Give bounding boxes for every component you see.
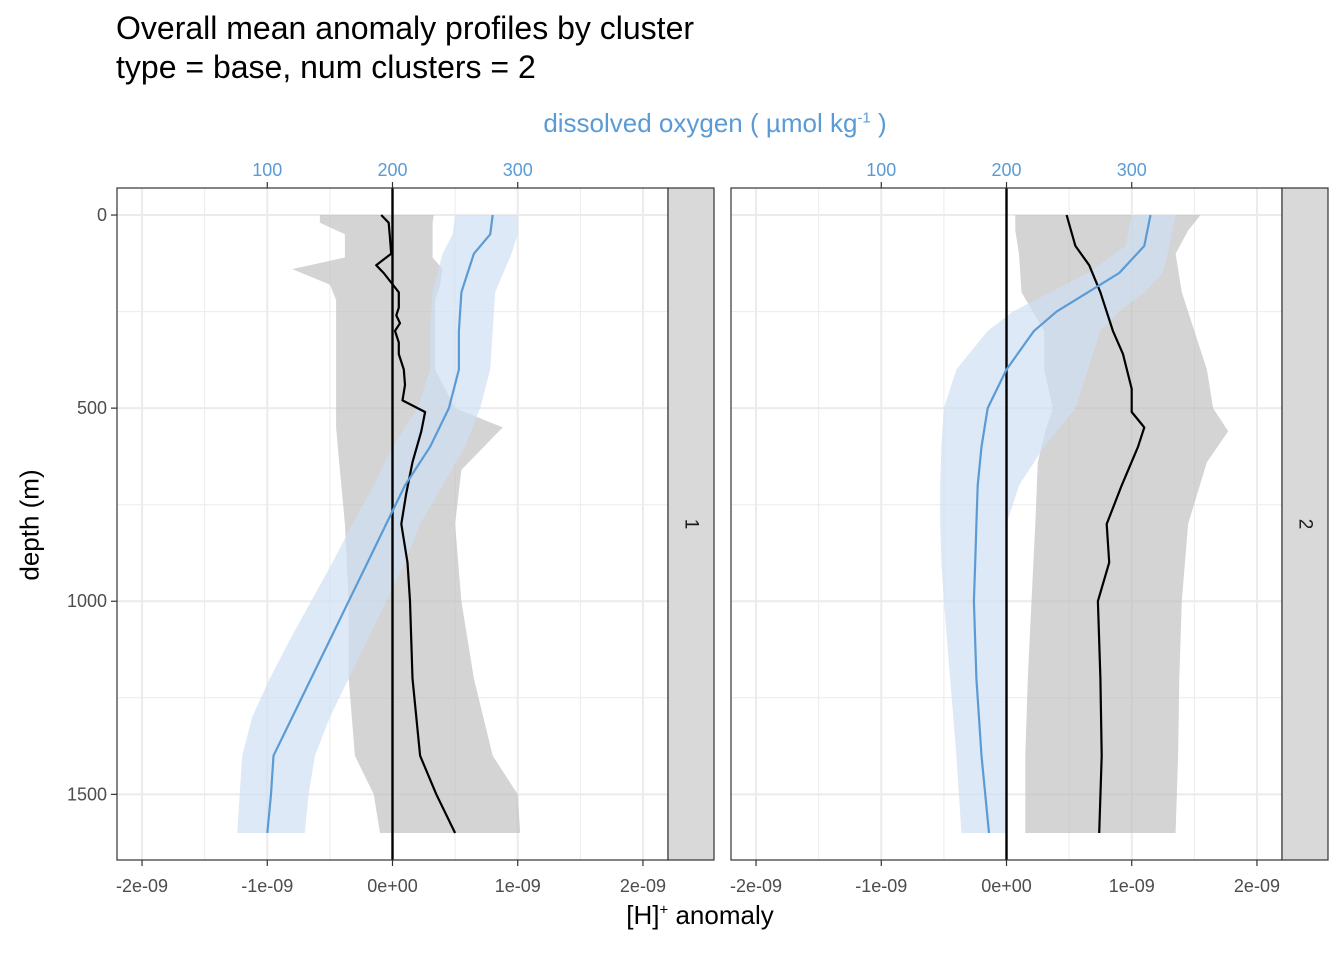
facet-strip (667, 187, 715, 861)
facet-strip-label: 1 (681, 519, 702, 530)
top-tick-label: 300 (1117, 160, 1147, 180)
x-tick-label: 0e+00 (367, 876, 418, 896)
oxygen-mean-line (266, 214, 494, 834)
x-axis-label: [H]+ anomaly (626, 900, 774, 930)
x-tick-label: 2e-09 (620, 876, 666, 896)
top-tick-label: 100 (866, 160, 896, 180)
h-anomaly-mean-line (375, 214, 457, 834)
oxygen-mean-line (972, 214, 1152, 834)
x-tick-label: -2e-09 (730, 876, 782, 896)
facet-strip (1281, 187, 1329, 861)
h-anomaly-mean-line (1065, 214, 1146, 834)
chart-title: Overall mean anomaly profiles by cluster (116, 10, 695, 46)
x-tick-label: -2e-09 (116, 876, 168, 896)
top-tick-label: 300 (503, 160, 533, 180)
oxygen-ribbon (940, 215, 1176, 833)
x-tick-label: -1e-09 (855, 876, 907, 896)
top-tick-label: 200 (991, 160, 1021, 180)
y-tick-label: 0 (97, 205, 107, 225)
x-tick-label: 0e+00 (981, 876, 1032, 896)
y-tick-label: 500 (77, 398, 107, 418)
panel-data (237, 188, 521, 860)
panel-1: 1 -2e-09 -1e-09 0e+00 1e-09 2e-09 100 200 300 0 50… (67, 160, 715, 896)
y-tick-label: 1500 (67, 784, 107, 804)
chart-subtitle: type = base, num clusters = 2 (116, 49, 536, 85)
secondary-x-axis-label: dissolved oxygen ( µmol kg-1 ) (543, 108, 887, 138)
top-tick-label: 100 (252, 160, 282, 180)
x-tick-label: 1e-09 (1109, 876, 1155, 896)
x-tick-label: -1e-09 (241, 876, 293, 896)
panel-data (940, 188, 1229, 860)
oxygen-ribbon (237, 215, 518, 833)
top-tick-label: 200 (377, 160, 407, 180)
x-tick-label: 2e-09 (1234, 876, 1280, 896)
x-tick-label: 1e-09 (495, 876, 541, 896)
facet-strip-label: 2 (1295, 519, 1316, 530)
y-tick-label: 1000 (67, 591, 107, 611)
panel-2: 2 -2e-09 -1e-09 0e+00 1e-09 2e-09 100 200 300 (730, 160, 1329, 896)
